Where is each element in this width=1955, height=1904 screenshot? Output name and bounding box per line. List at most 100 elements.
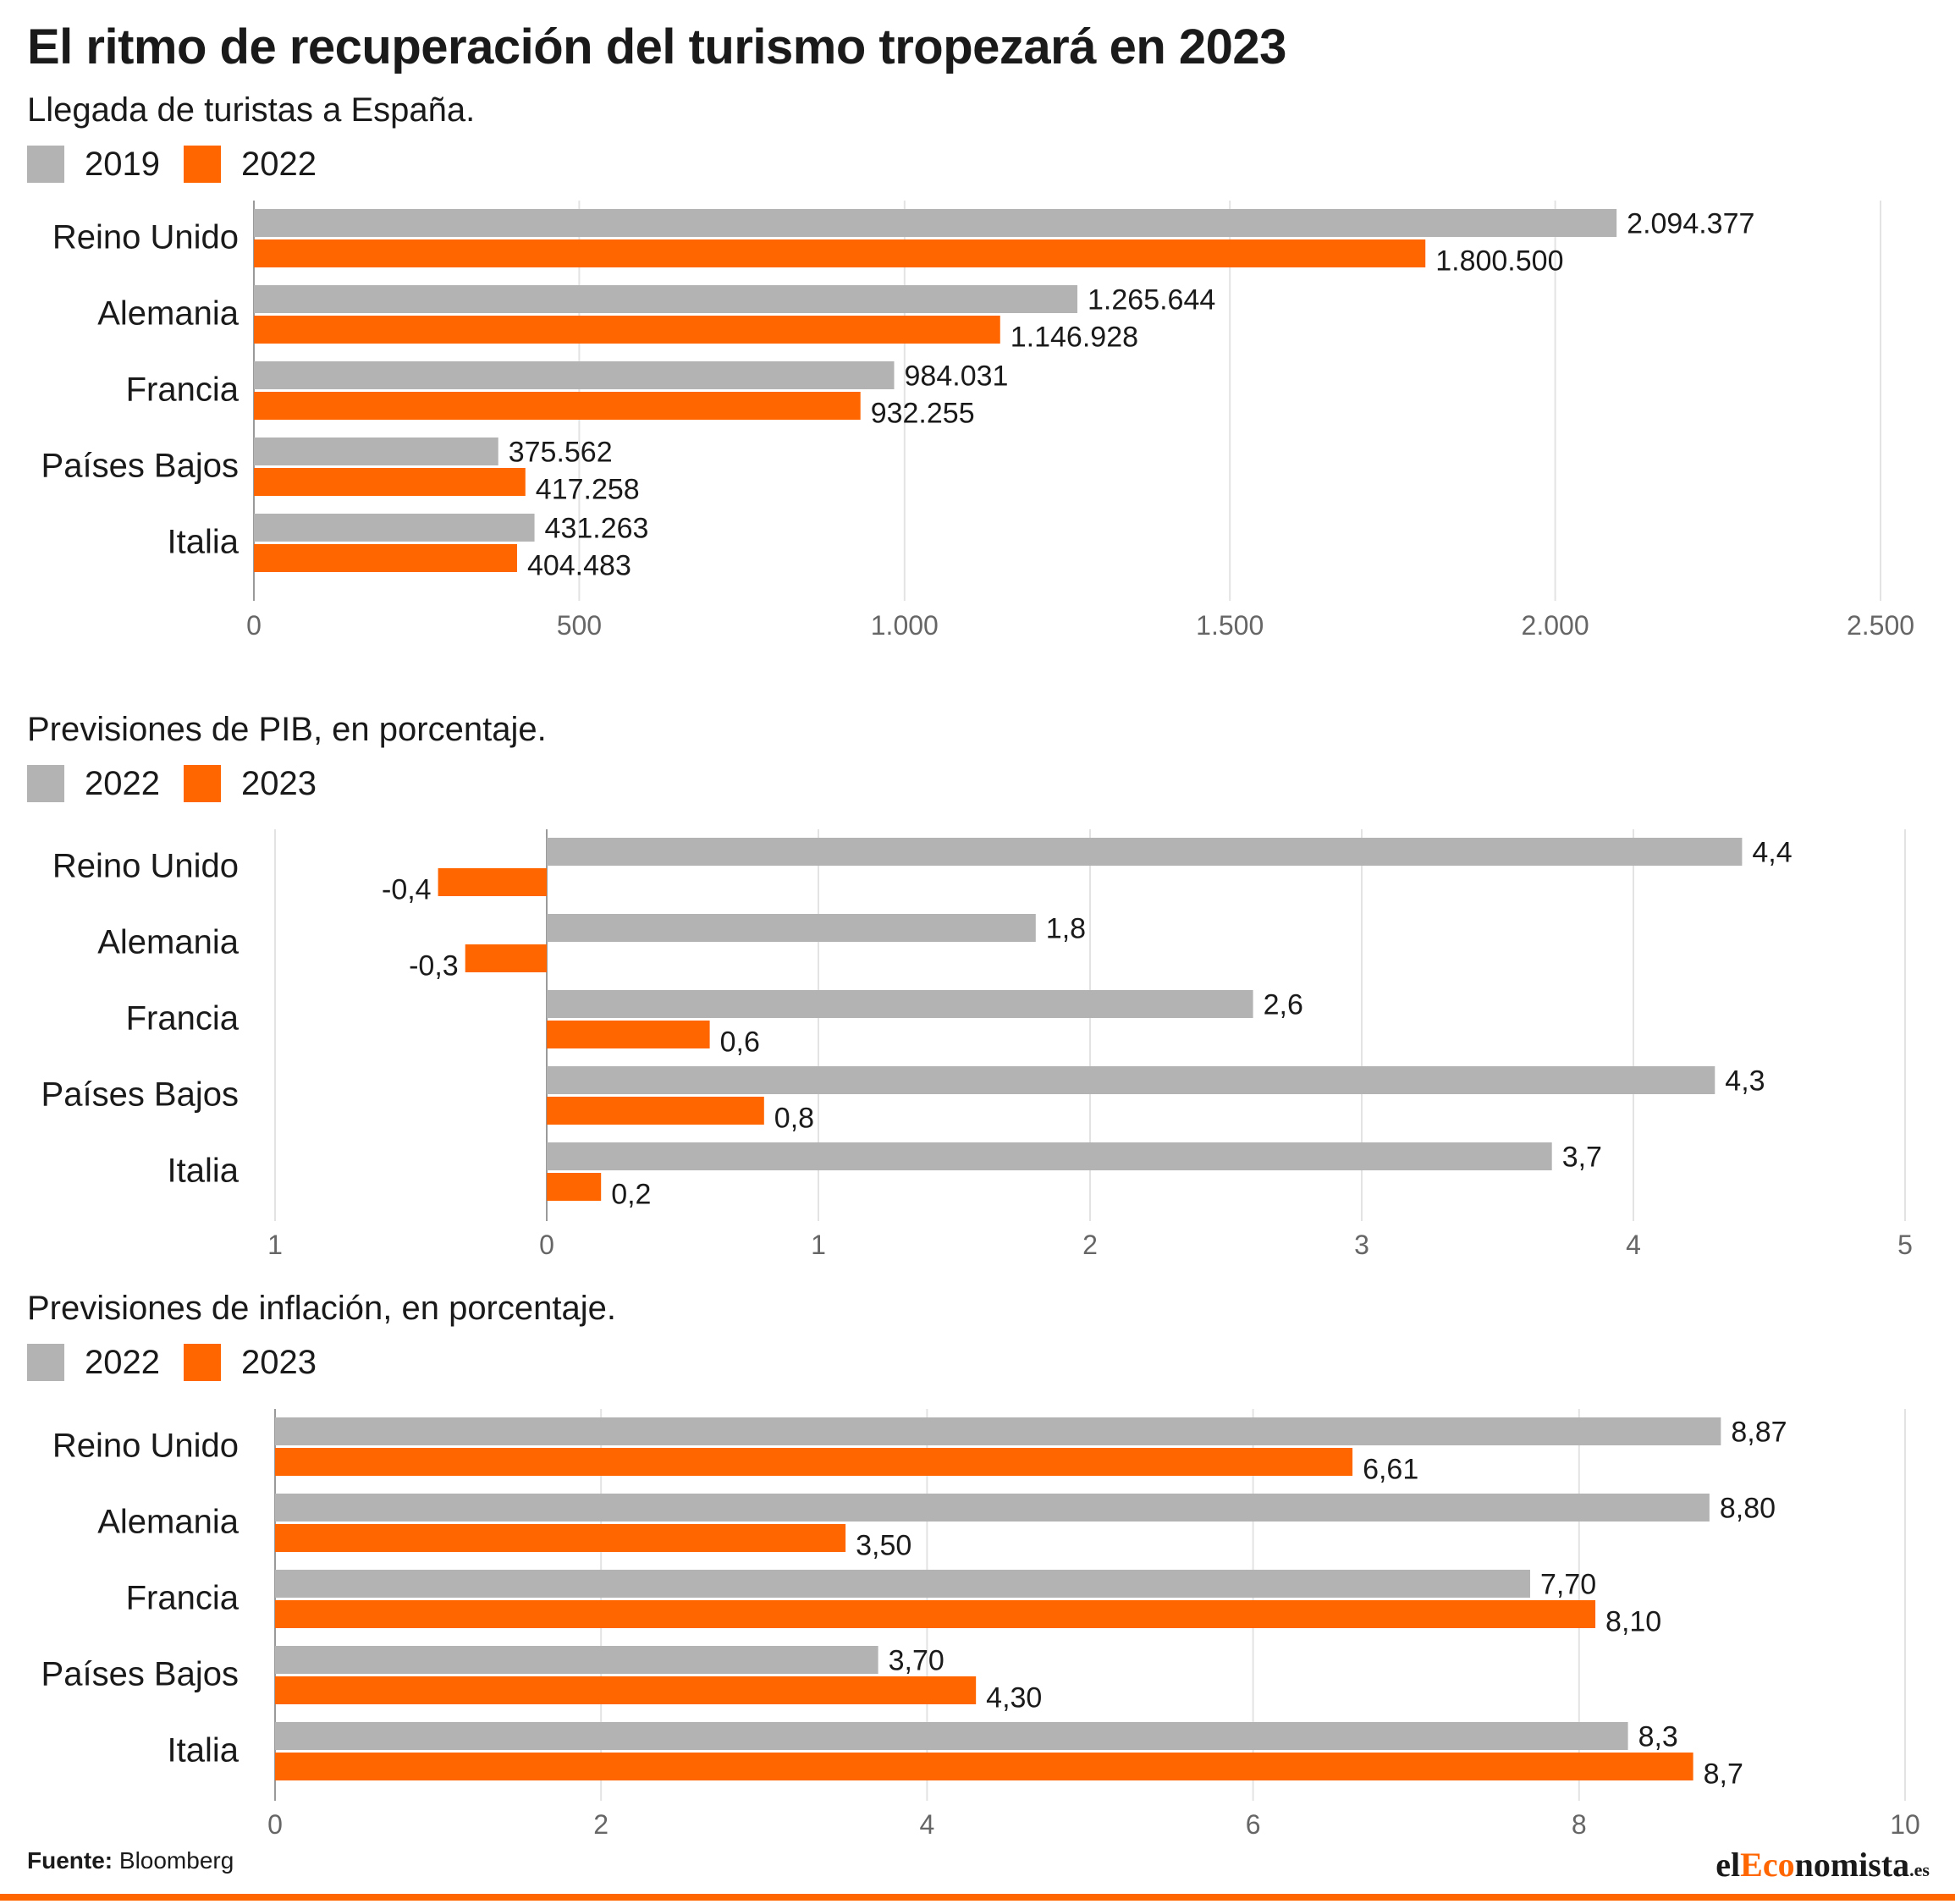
bar-orange bbox=[547, 1021, 710, 1048]
data-label: 8,80 bbox=[1720, 1493, 1776, 1525]
bar-orange bbox=[275, 1753, 1693, 1780]
legend-label: 2023 bbox=[240, 764, 317, 802]
source-label: Fuente: bbox=[27, 1847, 113, 1874]
inflation-bar-chart: 0 2 4 6 8 10 Reino Unido 8,87 6,61 Alemania 8,80 3,… bbox=[41, 1409, 1920, 1840]
bar-orange bbox=[465, 944, 547, 972]
source-note: Fuente: Bloomberg bbox=[27, 1847, 234, 1874]
category-label: Francia bbox=[126, 1000, 240, 1037]
bottom-accent-bar bbox=[0, 1894, 1955, 1901]
category-label: Alemania bbox=[97, 295, 240, 333]
bar-grey bbox=[254, 209, 1617, 237]
tick-label: 500 bbox=[557, 610, 602, 641]
source-text: Bloomberg bbox=[118, 1847, 234, 1874]
data-label: 3,70 bbox=[889, 1645, 944, 1677]
tick-label: 1.000 bbox=[871, 610, 939, 641]
bar-grey bbox=[254, 285, 1078, 313]
bar-orange bbox=[547, 1173, 602, 1201]
data-label: -0,3 bbox=[409, 950, 459, 982]
bar-orange bbox=[547, 1097, 764, 1125]
bar-orange bbox=[254, 392, 861, 420]
legend-item-2022: 2022 bbox=[183, 145, 317, 184]
data-label: 0,2 bbox=[611, 1179, 651, 1211]
panel-1-legend: 2019 2022 bbox=[27, 146, 340, 183]
legend-item-2023: 2023 bbox=[183, 1344, 317, 1382]
bar-orange bbox=[275, 1676, 977, 1704]
legend-swatch-grey bbox=[27, 146, 64, 183]
legend-item-2019: 2019 bbox=[27, 146, 160, 184]
data-label: 1,8 bbox=[1046, 913, 1086, 945]
bar-grey bbox=[254, 361, 895, 389]
panel-2-subtitle: Previsiones de PIB, en porcentaje. bbox=[27, 711, 547, 748]
category-label: Italia bbox=[168, 524, 240, 561]
legend-swatch-grey bbox=[27, 765, 64, 802]
bar-orange bbox=[254, 468, 526, 496]
logo-rest: nomista bbox=[1794, 1846, 1910, 1884]
data-label: 6,61 bbox=[1363, 1454, 1418, 1486]
arrivals-bar-chart: 0 500 1.000 1.500 2.000 2.500 Reino Unido 2.094… bbox=[41, 201, 1914, 641]
data-label: 4,3 bbox=[1725, 1065, 1765, 1098]
data-label: 417.258 bbox=[536, 474, 640, 506]
gdp-bar-chart: 1 0 1 2 3 4 5 Reino Unido 4,4 -0,4 Alemania 1,8 -0,3… bbox=[41, 829, 1913, 1260]
logo-prefix: el bbox=[1715, 1846, 1741, 1884]
tick-label: 2 bbox=[593, 1809, 609, 1840]
bar-grey bbox=[275, 1646, 878, 1674]
category-label: Países Bajos bbox=[41, 448, 239, 485]
category-label: Reino Unido bbox=[52, 848, 239, 885]
legend-swatch-orange bbox=[183, 146, 221, 183]
logo-accent: Eco bbox=[1740, 1846, 1795, 1884]
tick-label: 1 bbox=[267, 1230, 283, 1260]
legend-swatch-orange bbox=[183, 765, 221, 802]
chart-title: El ritmo de recuperación del turismo tro… bbox=[27, 19, 1286, 74]
tick-label: 1 bbox=[811, 1230, 826, 1260]
legend-item-2022: 2022 bbox=[27, 1344, 160, 1382]
logo-suffix: .es bbox=[1909, 1859, 1930, 1880]
tick-label: 2 bbox=[1082, 1230, 1098, 1260]
category-label: Reino Unido bbox=[52, 219, 239, 256]
data-label: 375.562 bbox=[509, 437, 613, 469]
tick-label: 5 bbox=[1897, 1230, 1913, 1260]
tick-label: 6 bbox=[1246, 1809, 1261, 1840]
data-label: 932.255 bbox=[871, 398, 975, 430]
legend-item-2022: 2022 bbox=[27, 765, 160, 803]
data-label: 2.094.377 bbox=[1627, 208, 1754, 240]
data-label: 404.483 bbox=[527, 550, 631, 582]
category-label: Francia bbox=[126, 371, 240, 409]
category-label: Alemania bbox=[97, 1504, 240, 1541]
category-label: Reino Unido bbox=[52, 1428, 239, 1465]
category-label: Países Bajos bbox=[41, 1076, 239, 1114]
bar-grey bbox=[254, 437, 498, 465]
bar-orange bbox=[254, 316, 1000, 344]
category-label: Italia bbox=[168, 1153, 240, 1190]
data-label: 7,70 bbox=[1540, 1569, 1596, 1601]
bar-grey bbox=[547, 914, 1036, 942]
bar-grey bbox=[547, 1066, 1715, 1094]
tick-label: 2.500 bbox=[1847, 610, 1914, 641]
bar-orange bbox=[275, 1524, 846, 1552]
legend-label: 2019 bbox=[85, 145, 160, 183]
tick-label: 0 bbox=[246, 610, 262, 641]
category-label: Alemania bbox=[97, 924, 240, 961]
tick-label: 0 bbox=[539, 1230, 554, 1260]
data-label: 984.031 bbox=[905, 360, 1009, 393]
panel-1-subtitle: Llegada de turistas a España. bbox=[27, 91, 476, 129]
legend-label: 2022 bbox=[85, 1343, 160, 1381]
tick-label: 4 bbox=[920, 1809, 935, 1840]
data-label: 1.146.928 bbox=[1011, 322, 1138, 354]
bar-orange bbox=[438, 868, 547, 896]
data-label: 8,7 bbox=[1704, 1758, 1743, 1791]
data-label: 8,87 bbox=[1731, 1417, 1787, 1449]
data-label: -0,4 bbox=[382, 874, 432, 906]
data-label: 8,3 bbox=[1638, 1721, 1678, 1753]
data-label: 3,50 bbox=[856, 1530, 911, 1562]
legend-label: 2022 bbox=[85, 764, 160, 802]
panel-3-legend: 2022 2023 bbox=[27, 1344, 340, 1381]
data-label: 4,4 bbox=[1752, 837, 1792, 869]
legend-label: 2022 bbox=[240, 145, 317, 183]
bar-orange bbox=[254, 239, 1426, 267]
category-label: Francia bbox=[126, 1580, 240, 1617]
legend-swatch-orange bbox=[183, 1344, 221, 1381]
bar-grey bbox=[547, 990, 1253, 1018]
tick-label: 0 bbox=[267, 1809, 283, 1840]
tick-label: 2.000 bbox=[1522, 610, 1589, 641]
tick-label: 10 bbox=[1890, 1809, 1920, 1840]
